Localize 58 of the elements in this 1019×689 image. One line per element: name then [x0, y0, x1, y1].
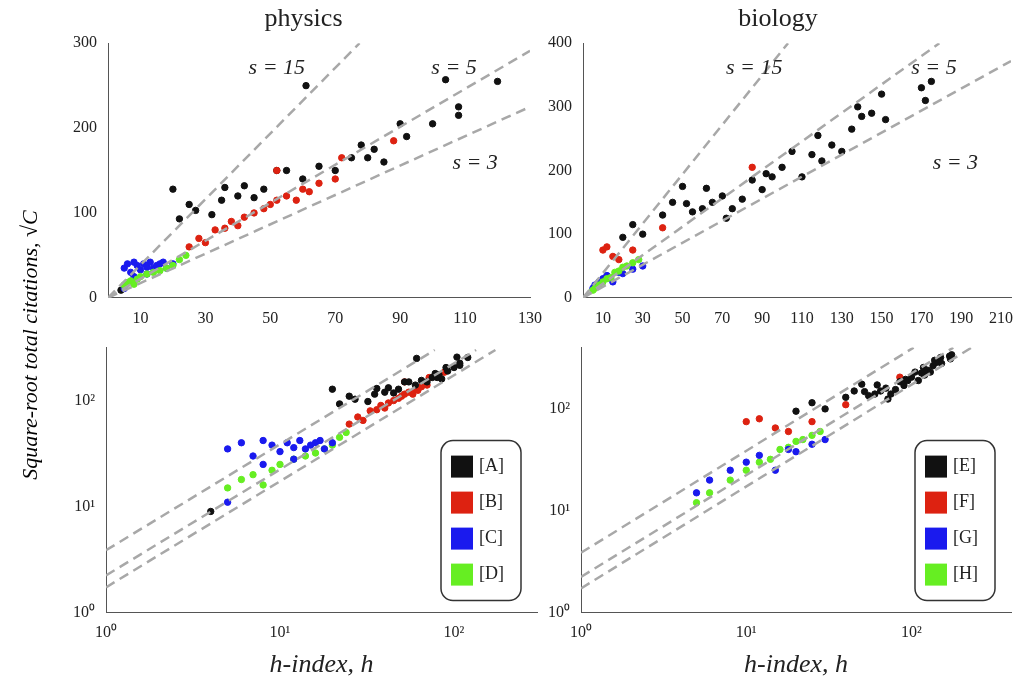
x-tick-label: 10¹	[269, 623, 291, 641]
y-tick-label: 10⁰	[548, 602, 570, 620]
y-tick-label: 300	[548, 97, 572, 115]
y-tick-label: 400	[548, 33, 572, 51]
annotation: s = 5	[431, 54, 477, 80]
x-tick-label: 70	[714, 308, 731, 326]
y-tick-label: 10²	[549, 399, 571, 417]
x-tick-label: 90	[392, 308, 409, 326]
legend-label: [E]	[953, 455, 976, 476]
annotation: s = 3	[452, 148, 498, 174]
x-tick-label: 50	[262, 308, 279, 326]
legend-label: [B]	[479, 491, 503, 512]
y-tick-label: 10⁰	[73, 602, 95, 620]
legend-label: [G]	[953, 527, 978, 548]
annotation: s = 15	[725, 54, 783, 80]
legend-label: [C]	[479, 527, 503, 548]
x-tick-label: 10¹	[735, 623, 757, 641]
x-tick-label: 130	[829, 308, 854, 326]
y-tick-label: 300	[73, 33, 97, 51]
y-tick-label: 0	[89, 288, 97, 305]
annotation: s = 5	[911, 54, 957, 80]
x-tick-label: 90	[754, 308, 771, 326]
x-tick-label: 70	[327, 308, 344, 326]
y-tick-label: 10¹	[74, 496, 96, 514]
annotation: s = 3	[932, 148, 979, 174]
y-tick-label: 10²	[74, 390, 96, 408]
y-tick-label: 10¹	[549, 500, 571, 518]
x-tick-label: 10²	[443, 623, 465, 641]
x-tick-label: 10	[132, 308, 149, 326]
x-tick-label: 30	[197, 308, 214, 326]
legend-label: [F]	[953, 491, 975, 512]
legend-label: [H]	[953, 563, 978, 584]
y-tick-label: 200	[548, 160, 572, 178]
legend-label: [D]	[479, 563, 504, 584]
x-tick-label: 170	[909, 308, 934, 326]
x-tick-label: 130	[518, 308, 542, 326]
y-tick-label: 100	[73, 203, 97, 221]
x-tick-label: 10⁰	[95, 623, 117, 641]
x-tick-label: 50	[674, 308, 691, 326]
y-tick-label: 0	[564, 288, 572, 305]
legend-label: [A]	[479, 455, 504, 476]
x-axis-title: h-index, h	[269, 649, 374, 679]
x-tick-label: 30	[634, 308, 651, 326]
x-tick-label: 190	[949, 308, 974, 326]
x-axis-title: h-index, h	[744, 649, 848, 679]
x-tick-label: 110	[790, 308, 814, 326]
chart-title: biology	[738, 3, 818, 33]
y-tick-label: 200	[73, 118, 97, 136]
x-tick-label: 110	[453, 308, 477, 326]
x-tick-label: 210	[989, 308, 1014, 326]
x-tick-label: 10²	[901, 623, 923, 641]
x-tick-label: 150	[869, 308, 894, 326]
y-tick-label: 100	[548, 224, 572, 242]
x-tick-label: 10⁰	[570, 623, 592, 641]
x-tick-label: 10	[594, 308, 611, 326]
annotation: s = 15	[248, 54, 306, 80]
chart-title: physics	[264, 3, 343, 33]
y-axis-title: Square-root total citations, √C	[16, 210, 43, 480]
